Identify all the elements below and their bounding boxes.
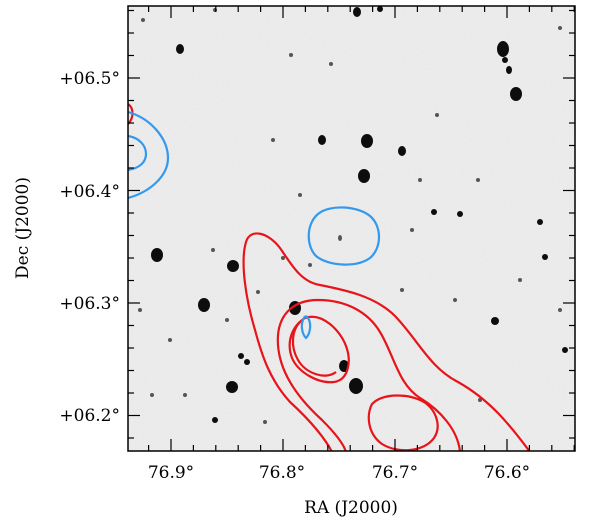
blue-contour-left-inner bbox=[128, 134, 148, 172]
point-source bbox=[349, 378, 363, 394]
point-source bbox=[212, 417, 218, 423]
point-source bbox=[358, 169, 370, 183]
point-source bbox=[542, 254, 548, 260]
y-tick-label: +06.5° bbox=[59, 69, 120, 89]
blue-contour-center bbox=[307, 206, 381, 266]
point-source bbox=[537, 219, 543, 225]
point-source bbox=[238, 353, 244, 359]
point-source bbox=[398, 146, 406, 156]
point-source bbox=[506, 66, 512, 74]
contours bbox=[128, 103, 531, 451]
point-source bbox=[491, 317, 499, 325]
sky-noise bbox=[128, 6, 575, 451]
point-source bbox=[377, 6, 383, 12]
point-source bbox=[289, 53, 293, 57]
point-source bbox=[138, 308, 142, 312]
red-contour-mid bbox=[276, 298, 461, 451]
point-source bbox=[329, 62, 333, 66]
red-contour-outer bbox=[242, 232, 531, 451]
point-source bbox=[497, 41, 509, 57]
point-source bbox=[400, 288, 404, 292]
y-tick-label: +06.4° bbox=[59, 182, 120, 202]
point-source bbox=[361, 134, 373, 148]
point-source bbox=[263, 420, 267, 424]
point-source bbox=[281, 256, 285, 260]
point-source bbox=[418, 178, 422, 182]
point-source bbox=[141, 18, 145, 22]
point-source bbox=[562, 347, 568, 353]
point-source bbox=[150, 393, 154, 397]
point-source bbox=[256, 290, 260, 294]
point-source bbox=[558, 26, 562, 30]
point-source bbox=[183, 393, 187, 397]
point-source bbox=[244, 359, 250, 365]
red-contour-inner-middle bbox=[291, 321, 337, 377]
point-source bbox=[318, 135, 326, 145]
point-source bbox=[338, 235, 342, 241]
axis-ticks bbox=[128, 6, 575, 451]
point-source bbox=[308, 263, 312, 267]
point-source bbox=[151, 248, 163, 262]
point-source bbox=[558, 308, 562, 312]
point-source bbox=[518, 278, 522, 282]
point-source bbox=[271, 138, 275, 142]
x-tick-label: 76.8° bbox=[259, 463, 305, 483]
point-source bbox=[298, 193, 302, 197]
point-sources bbox=[138, 6, 568, 424]
point-source bbox=[211, 248, 215, 252]
point-source bbox=[176, 44, 184, 54]
point-source bbox=[168, 338, 172, 342]
y-axis-title: Dec (J2000) bbox=[13, 177, 33, 279]
blue-contour-small bbox=[300, 315, 312, 340]
sky-image bbox=[128, 6, 575, 451]
y-tick-label: +06.2° bbox=[59, 406, 120, 426]
point-source bbox=[435, 113, 439, 117]
point-source bbox=[227, 260, 239, 272]
point-source bbox=[457, 211, 463, 217]
x-tick-label: 76.9° bbox=[148, 463, 194, 483]
point-source bbox=[225, 318, 229, 322]
point-source bbox=[410, 228, 414, 232]
x-tick-label: 76.6° bbox=[484, 463, 530, 483]
red-contour-inner-left bbox=[288, 315, 350, 384]
point-source bbox=[453, 298, 457, 302]
point-source bbox=[353, 7, 361, 17]
plot-frame bbox=[127, 5, 576, 452]
y-tick-label: +06.3° bbox=[59, 294, 120, 314]
point-source bbox=[431, 209, 437, 215]
red-contour-inner-right bbox=[367, 394, 439, 451]
point-source bbox=[226, 381, 238, 393]
point-source bbox=[510, 87, 522, 101]
point-source bbox=[476, 178, 480, 182]
y-tick-labels: +06.5° +06.4° +06.3° +06.2° bbox=[59, 69, 120, 426]
point-source bbox=[198, 298, 210, 312]
x-axis-title: RA (J2000) bbox=[304, 498, 398, 518]
point-source bbox=[502, 57, 508, 63]
blue-contour-left-outer bbox=[128, 110, 170, 200]
x-tick-labels: 76.9° 76.8° 76.7° 76.6° bbox=[148, 463, 530, 483]
x-tick-label: 76.7° bbox=[372, 463, 418, 483]
